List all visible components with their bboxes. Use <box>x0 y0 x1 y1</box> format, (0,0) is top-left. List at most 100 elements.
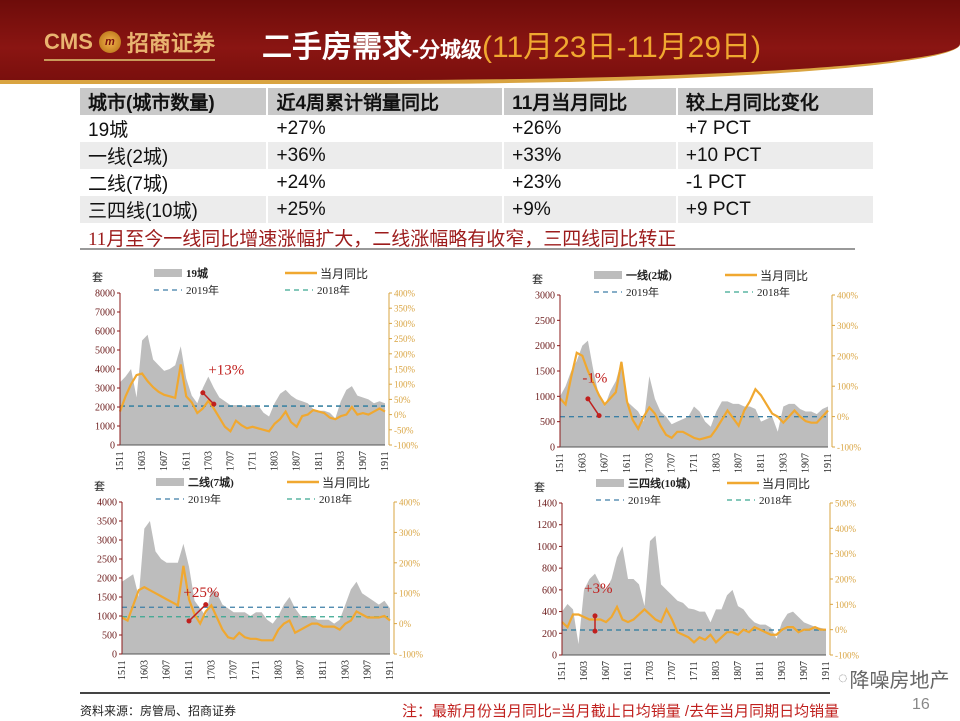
x-tick-label: 1511 <box>555 453 566 473</box>
x-tick-label: 1711 <box>248 451 259 471</box>
y2-tick-label: 200% <box>399 558 421 568</box>
x-tick-label: 1607 <box>159 451 170 471</box>
cell: +10 PCT <box>676 142 876 169</box>
cell: +9% <box>503 196 678 223</box>
annotation-label: +25% <box>183 585 219 601</box>
chart-tier3-4: 套 三四线(10城) 当月同比 2019年 2018年 0 200 400 600 800 1000… <box>500 472 880 687</box>
annotation-arrow <box>587 398 600 417</box>
y-tick-label: 8000 <box>95 289 115 300</box>
y2-tick-label: -50% <box>394 425 414 435</box>
y2-tick-label: 50% <box>394 395 411 405</box>
x-tick-label: 1611 <box>184 660 195 680</box>
x-tick-label: 1703 <box>203 451 214 471</box>
x-tick-label: 1607 <box>600 453 611 473</box>
legend-ref-2019-label: 2019年 <box>628 493 661 507</box>
legend-ref-2018-label: 2018年 <box>759 493 792 507</box>
area-series <box>120 334 385 445</box>
legend-ref-2019-label: 2019年 <box>188 492 221 506</box>
legend-ref-2018-label: 2018年 <box>319 492 352 506</box>
x-tick-label: 1611 <box>181 451 192 471</box>
x-tick-label: 1511 <box>117 660 128 680</box>
cms-logo: CMS m 招商证券 <box>44 26 215 61</box>
x-tick-label: 1907 <box>801 453 812 473</box>
chart-svg: 套 三四线(10城) 当月同比 2019年 2018年 0 200 400 600 800 1000… <box>534 476 859 681</box>
cell: 一线(2城) <box>80 142 269 169</box>
legend-ref-2019-label: 2019年 <box>186 283 219 297</box>
x-tick-label: 1611 <box>622 453 633 473</box>
y2-tick-label: 0% <box>835 625 848 635</box>
legend-ref-2018-label: 2018年 <box>317 283 350 297</box>
yoy-line-series <box>559 351 829 441</box>
chart-19-cities: 套 19城 当月同比 2019年 2018年 0 1000 2000 3000 4000 5000 6… <box>80 262 460 477</box>
logo-coin-icon: m <box>98 31 121 53</box>
header-cell: 11月当月同比 <box>503 88 678 115</box>
x-tick-label: 1703 <box>644 453 655 473</box>
page-title: 二手房需求-分城级(11月23日-11月29日) <box>262 22 761 66</box>
x-tick-label: 1807 <box>292 451 303 471</box>
x-tick-label: 1611 <box>623 661 634 681</box>
y2-tick-label: 300% <box>399 528 421 538</box>
y2-tick-label: -100% <box>837 443 861 453</box>
unit-label: 套 <box>92 271 103 284</box>
annotation-arrowhead <box>200 390 206 396</box>
y2-tick-label: 200% <box>835 575 857 585</box>
x-tick-label: 1603 <box>577 453 588 473</box>
y-tick-label: 3000 <box>97 536 117 547</box>
x-tick-label: 1803 <box>273 660 284 680</box>
chart-tier2: 套 二线(7城) 当月同比 2019年 2018年 0 500 1000 1500 2000 250… <box>80 471 460 686</box>
y2-tick-label: 0% <box>837 412 850 422</box>
x-tick-label: 1803 <box>270 451 281 471</box>
chart-svg: 套 一线(2城) 当月同比 2019年 2018年 0 500 1000 1500 2000 250… <box>532 268 861 473</box>
cell: +26% <box>503 115 678 142</box>
x-tick-label: 1911 <box>385 660 396 680</box>
y-tick-label: 600 <box>542 585 557 596</box>
annotation-arrowhead <box>585 396 591 402</box>
y-tick-label: 500 <box>540 417 555 428</box>
y-tick-label: 0 <box>550 443 555 454</box>
x-tick-label: 1807 <box>296 660 307 680</box>
source-text: 资料来源：房管局、招商证券 <box>80 704 237 718</box>
x-tick-label: 1511 <box>557 661 568 681</box>
table-header-row: 城市(城市数量) 近4周累计销量同比 11月当月同比 较上月同比变化 <box>80 88 876 115</box>
x-tick-label: 1607 <box>601 661 612 681</box>
unit-label: 套 <box>532 273 543 286</box>
annotation-label: +13% <box>208 363 244 379</box>
legend-ref-2018-label: 2018年 <box>757 285 790 299</box>
table-row: 三四线(10城) +25% +9% +9 PCT <box>80 196 876 223</box>
cell: +9 PCT <box>676 196 876 223</box>
y2-tick-label: -100% <box>399 650 423 660</box>
title-date: (11月23日-11月29日) <box>482 31 761 64</box>
legend-line-label: 当月同比 <box>320 267 368 281</box>
x-tick-label: 1511 <box>115 451 126 471</box>
y-tick-label: 2000 <box>97 574 117 585</box>
y-tick-label: 1000 <box>95 422 115 433</box>
chart-svg: 套 19城 当月同比 2019年 2018年 0 1000 2000 3000 4000 5000 6… <box>92 266 418 471</box>
y2-tick-label: 400% <box>835 524 857 534</box>
logo-text: CMS <box>44 29 93 54</box>
chart-tier1: 套 一线(2城) 当月同比 2019年 2018年 0 500 1000 1500 2000 250… <box>500 262 880 477</box>
cell: +24% <box>267 169 505 196</box>
y-tick-label: 800 <box>542 564 557 575</box>
x-tick-label: 1907 <box>363 660 374 680</box>
y2-tick-label: 400% <box>399 498 421 508</box>
annotation-arrowhead <box>203 602 209 608</box>
y2-tick-label: 150% <box>394 365 416 375</box>
x-tick-label: 1911 <box>380 451 391 471</box>
area-series <box>560 340 828 447</box>
x-tick-label: 1907 <box>799 661 810 681</box>
footnote: 注：最新月份当月同比=当月截止日均销量 /去年当月同期日均销量 <box>402 703 840 720</box>
yoy-line-series <box>118 364 386 434</box>
chart-svg: 套 二线(7城) 当月同比 2019年 2018年 0 500 1000 1500 2000 250… <box>94 475 423 680</box>
yoy-line-series <box>561 604 826 644</box>
header-banner: CMS m 招商证券 二手房需求-分城级(11月23日-11月29日) <box>0 0 960 84</box>
y2-tick-label: -100% <box>835 651 859 661</box>
y2-tick-label: 300% <box>835 549 857 559</box>
y-tick-label: 2000 <box>95 403 115 414</box>
y-tick-label: 1500 <box>97 593 117 604</box>
annotation-arrowhead <box>211 401 217 407</box>
legend-area-label: 二线(7城) <box>188 475 234 489</box>
legend-line-label: 当月同比 <box>762 477 810 491</box>
y-tick-label: 200 <box>542 629 557 640</box>
unit-label: 套 <box>534 481 545 494</box>
x-tick-label: 1603 <box>579 661 590 681</box>
